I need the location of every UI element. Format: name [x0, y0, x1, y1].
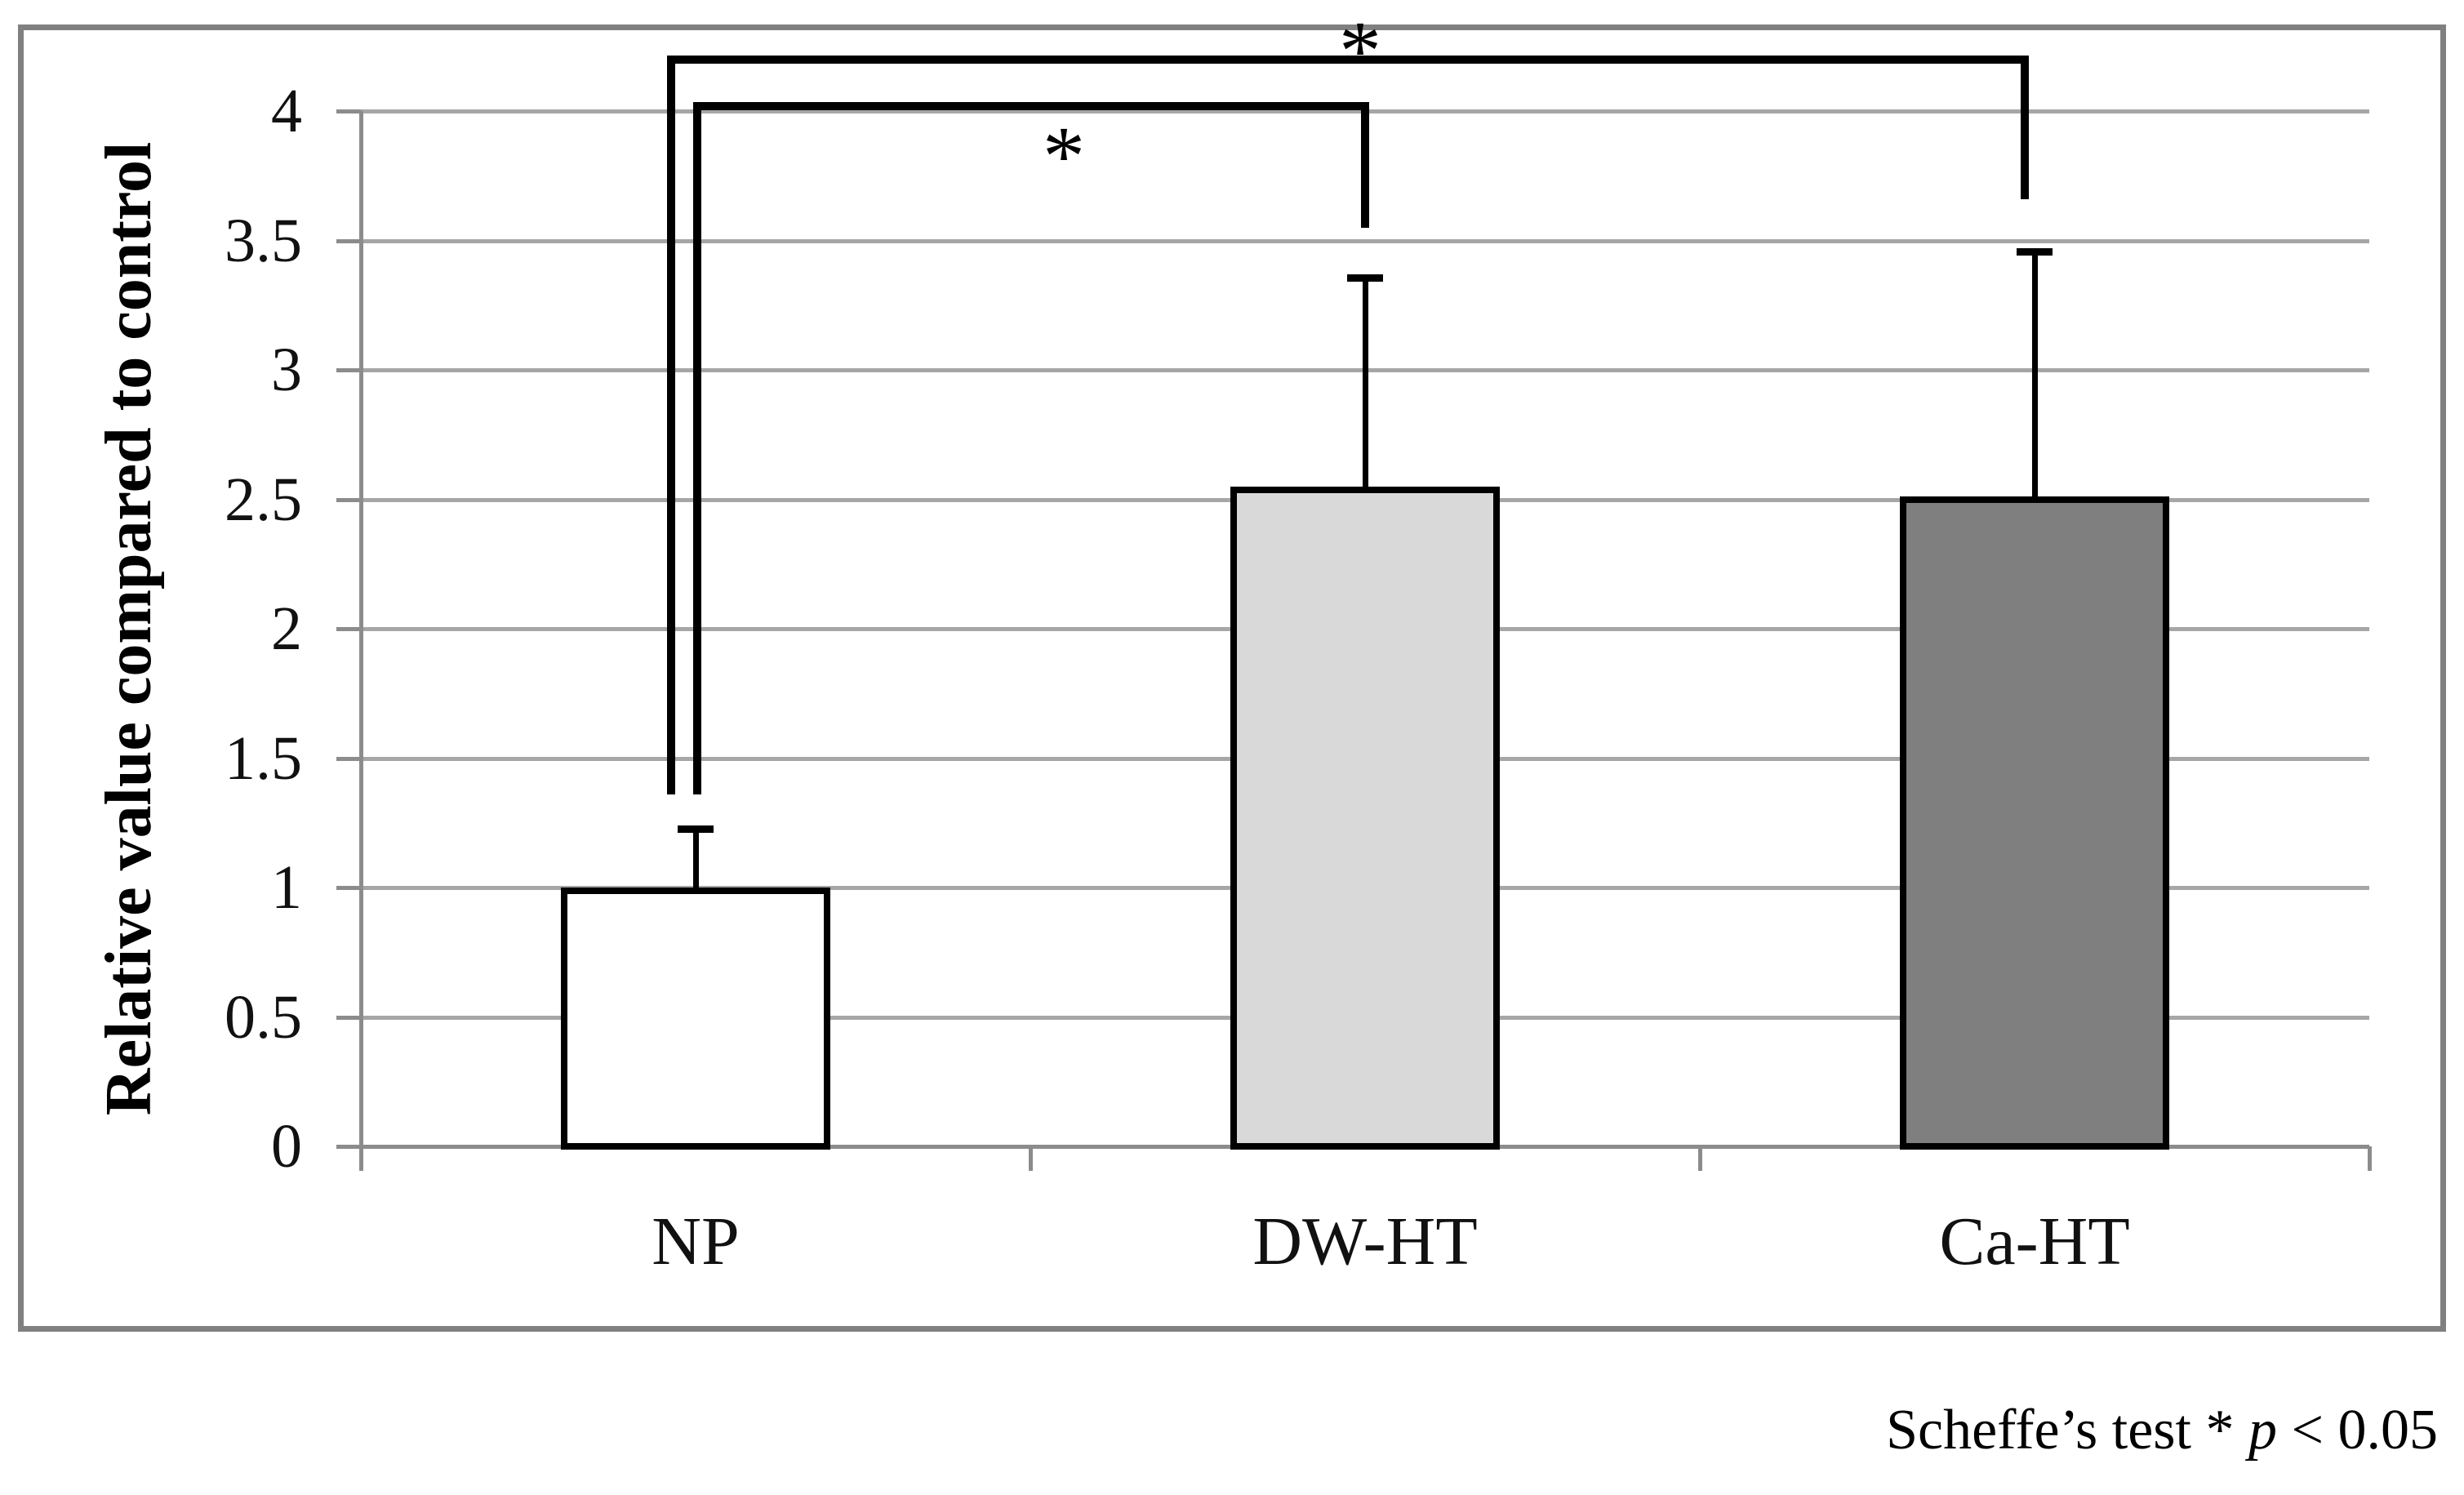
- error-bar-stem: [693, 825, 699, 888]
- y-axis-line: [359, 111, 363, 1171]
- sig-bracket-left-drop: [693, 102, 701, 794]
- sig-bracket-bar: [693, 102, 1369, 110]
- error-bar-stem: [2032, 248, 2038, 496]
- y-tick-label: 1.5: [225, 724, 302, 793]
- gridline: [361, 239, 2369, 243]
- stat-note-suffix: < 0.05: [2277, 1399, 2438, 1462]
- significance-asterisk: *: [1339, 4, 1381, 98]
- y-tick-label: 4: [271, 77, 302, 145]
- y-tick-label: 3: [271, 336, 302, 404]
- y-tick-label: 0.5: [225, 983, 302, 1052]
- x-category-label-ca-ht: Ca-HT: [1939, 1204, 2130, 1279]
- y-tick-label: 0: [271, 1112, 302, 1181]
- y-tick-label: 2: [271, 594, 302, 663]
- sig-bracket-right-drop: [2021, 56, 2029, 199]
- x-axis-tick: [1698, 1146, 1702, 1171]
- bar-dw-ht: [1230, 487, 1500, 1150]
- y-tick-label: 3.5: [225, 207, 302, 275]
- y-tick: [336, 239, 361, 243]
- y-tick: [336, 109, 361, 113]
- figure-border: [18, 24, 2446, 1332]
- error-bar-stem: [1363, 274, 1368, 487]
- y-tick-label: 2.5: [225, 465, 302, 534]
- y-tick: [336, 757, 361, 761]
- error-bar-cap: [1347, 274, 1383, 282]
- x-category-label-dw-ht: DW-HT: [1252, 1204, 1478, 1279]
- x-axis-tick: [1029, 1146, 1033, 1171]
- x-axis-tick: [2368, 1146, 2372, 1171]
- y-tick: [336, 368, 361, 372]
- x-category-label-np: NP: [652, 1204, 740, 1279]
- y-tick: [336, 886, 361, 890]
- sig-bracket-left-drop: [667, 56, 675, 794]
- y-tick: [336, 498, 361, 502]
- stat-note-p: p: [2248, 1399, 2278, 1462]
- y-tick: [336, 627, 361, 631]
- sig-bracket-right-drop: [1361, 102, 1369, 228]
- y-tick: [336, 1016, 361, 1020]
- bar-np: [561, 888, 830, 1150]
- stat-note-prefix: Scheffe’s test *: [1886, 1399, 2249, 1462]
- stat-note: Scheffe’s test * p < 0.05: [1886, 1398, 2438, 1463]
- significance-asterisk: *: [1043, 109, 1085, 203]
- y-axis-title: Relative value compared to control: [93, 141, 165, 1116]
- y-tick-label: 1: [271, 853, 302, 922]
- error-bar-cap: [2017, 248, 2053, 256]
- sig-bracket-bar: [667, 56, 2029, 64]
- bar-ca-ht: [1900, 496, 2169, 1150]
- error-bar-cap: [678, 825, 714, 833]
